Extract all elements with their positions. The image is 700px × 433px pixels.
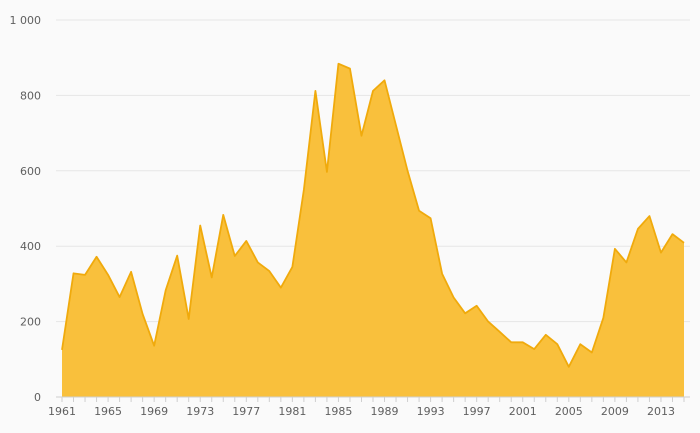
data-point bbox=[567, 365, 571, 369]
data-point bbox=[429, 216, 433, 220]
x-tick-label: 2001 bbox=[509, 405, 537, 418]
data-point bbox=[198, 223, 202, 227]
data-point bbox=[290, 265, 294, 269]
x-axis-ticks bbox=[61, 397, 685, 402]
data-point bbox=[544, 333, 548, 337]
data-point bbox=[336, 62, 340, 66]
data-point bbox=[509, 340, 513, 344]
data-point bbox=[325, 170, 329, 174]
x-tick-label: 1965 bbox=[94, 405, 122, 418]
x-tick-label: 1969 bbox=[140, 405, 168, 418]
data-point bbox=[95, 255, 99, 259]
data-point bbox=[394, 124, 398, 128]
y-tick-label: 600 bbox=[20, 165, 41, 178]
data-point bbox=[164, 288, 168, 292]
x-tick-label: 2009 bbox=[601, 405, 629, 418]
data-point bbox=[72, 271, 76, 275]
data-point bbox=[60, 348, 64, 352]
data-point bbox=[256, 260, 260, 264]
y-tick-label: 800 bbox=[20, 89, 41, 102]
data-point bbox=[221, 213, 225, 217]
data-point bbox=[406, 169, 410, 173]
data-point bbox=[532, 347, 536, 351]
data-point bbox=[636, 227, 640, 231]
data-point bbox=[359, 134, 363, 138]
x-tick-label: 1989 bbox=[371, 405, 399, 418]
area-series bbox=[61, 62, 685, 397]
data-point bbox=[118, 295, 122, 299]
x-tick-label: 2013 bbox=[647, 405, 675, 418]
data-point bbox=[279, 286, 283, 290]
data-point bbox=[647, 214, 651, 218]
y-tick-label: 200 bbox=[20, 316, 41, 329]
data-point bbox=[383, 78, 387, 82]
data-point bbox=[152, 344, 156, 348]
x-tick-label: 1997 bbox=[463, 405, 491, 418]
data-point bbox=[521, 340, 525, 344]
data-point bbox=[233, 254, 237, 258]
data-point bbox=[475, 304, 479, 308]
y-tick-label: 400 bbox=[20, 240, 41, 253]
x-tick-label: 1977 bbox=[232, 405, 260, 418]
data-point bbox=[578, 342, 582, 346]
data-point bbox=[440, 272, 444, 276]
data-point bbox=[106, 273, 110, 277]
area-line bbox=[61, 62, 685, 368]
data-point bbox=[555, 342, 559, 346]
data-point bbox=[659, 251, 663, 255]
data-point bbox=[244, 239, 248, 243]
x-tick-label: 1985 bbox=[324, 405, 352, 418]
area-fill bbox=[62, 63, 684, 397]
data-point bbox=[187, 317, 191, 321]
data-point bbox=[417, 209, 421, 213]
data-point bbox=[83, 273, 87, 277]
data-point bbox=[590, 351, 594, 355]
data-point bbox=[175, 254, 179, 258]
x-tick-label: 2005 bbox=[555, 405, 583, 418]
data-point bbox=[498, 330, 502, 334]
y-tick-label: 0 bbox=[34, 391, 41, 404]
data-point bbox=[624, 260, 628, 264]
data-point bbox=[348, 67, 352, 71]
data-point bbox=[141, 312, 145, 316]
data-point bbox=[613, 247, 617, 251]
x-tick-label: 1993 bbox=[417, 405, 445, 418]
data-point bbox=[371, 89, 375, 93]
x-tick-label: 1973 bbox=[186, 405, 214, 418]
x-axis-tick-labels: 1961 1965 1969 1973 1977 1981 1985 1989 1993 1997… bbox=[48, 405, 675, 418]
data-point bbox=[452, 295, 456, 299]
x-tick-label: 1981 bbox=[278, 405, 306, 418]
data-point bbox=[129, 270, 133, 274]
data-point bbox=[682, 241, 686, 245]
data-point bbox=[601, 316, 605, 320]
data-point bbox=[486, 320, 490, 324]
data-point bbox=[210, 275, 214, 279]
data-point bbox=[267, 269, 271, 273]
y-axis-tick-labels: 0 200 400 600 800 1 000 bbox=[10, 14, 42, 404]
data-point bbox=[313, 89, 317, 93]
x-tick-label: 1961 bbox=[48, 405, 76, 418]
data-point bbox=[302, 188, 306, 192]
y-tick-label: 1 000 bbox=[10, 14, 42, 27]
data-point bbox=[670, 232, 674, 236]
data-point bbox=[463, 311, 467, 315]
